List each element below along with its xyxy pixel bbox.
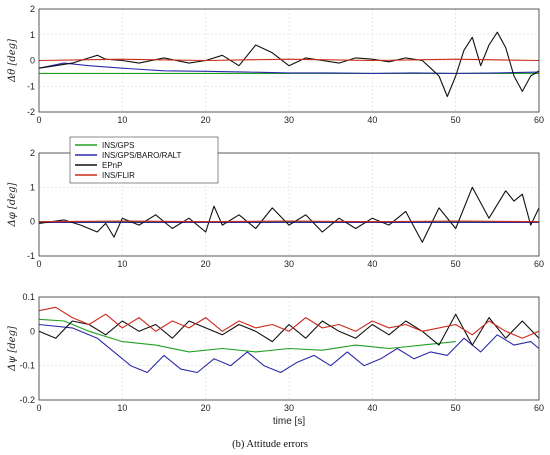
legend-entry: INS/GPS	[102, 141, 134, 150]
y-tick-label: -0.2	[19, 395, 35, 405]
x-tick-label: 20	[201, 259, 211, 269]
y-tick-label: -2	[27, 107, 35, 117]
series-line-ins-flir	[38, 58, 540, 62]
x-tick-label: 30	[284, 403, 294, 413]
x-tick-label: 50	[451, 115, 461, 125]
y-tick-label: 2	[30, 4, 35, 14]
x-tick-label: 0	[36, 115, 41, 125]
x-tick-label: 10	[117, 115, 127, 125]
series-line-ins-flir	[38, 306, 540, 339]
x-tick-label: 60	[534, 259, 544, 269]
x-tick-label: 50	[451, 259, 461, 269]
y-tick-label: 0	[30, 326, 35, 336]
x-tick-label: 0	[36, 403, 41, 413]
y-axis-label: Δψ [deg]	[7, 326, 18, 372]
y-tick-label: -1	[27, 251, 35, 261]
series-line-epnp	[38, 186, 540, 243]
y-axis-label: Δθ [deg]	[7, 39, 18, 83]
y-tick-label: -0.1	[19, 361, 35, 371]
y-axis-label: Δφ [deg]	[7, 182, 18, 227]
figure-caption: (b) Attitude errors	[232, 439, 308, 450]
x-tick-label: 20	[201, 403, 211, 413]
x-tick-label: 40	[367, 403, 377, 413]
y-tick-label: 0.1	[22, 292, 35, 302]
x-tick-label: 50	[451, 403, 461, 413]
axes-frame	[38, 296, 540, 401]
legend-entry: INS/GPS/BARO/RALT	[102, 151, 182, 160]
y-tick-label: 1	[30, 182, 35, 192]
y-tick-label: 0	[30, 217, 35, 227]
y-tick-label: 0	[30, 56, 35, 66]
axes-frame	[38, 152, 540, 257]
series-line-ins-gps	[38, 318, 456, 353]
x-tick-label: 20	[201, 115, 211, 125]
x-tick-label: 40	[367, 259, 377, 269]
x-tick-label: 60	[534, 115, 544, 125]
axes-frame	[38, 8, 540, 113]
x-tick-label: 60	[534, 403, 544, 413]
x-axis-label: time [s]	[273, 416, 305, 427]
x-tick-label: 30	[284, 115, 294, 125]
series-line-ins-flir	[38, 220, 540, 223]
series-line-epnp	[38, 313, 540, 346]
series-line-ins-gps-baro-ralt	[38, 62, 540, 74]
x-tick-label: 30	[284, 259, 294, 269]
x-tick-label: 10	[117, 403, 127, 413]
legend-entry: INS/FLIR	[102, 171, 135, 180]
series-line-ins-gps-baro-ralt	[38, 323, 540, 374]
y-tick-label: 2	[30, 148, 35, 158]
panel-1: 0 10 20 30 40 50 60 -2 -1 0 1 2 Δθ [deg]	[7, 4, 544, 125]
panel-3: 0 10 20 30 40 50 60 -0.2 -0.1 0 0.1 Δψ [deg] time [s…	[7, 292, 544, 427]
x-tick-label: 0	[36, 259, 41, 269]
x-tick-label: 40	[367, 115, 377, 125]
y-tick-label: -1	[27, 81, 35, 91]
legend-entry: EPnP	[102, 161, 122, 170]
y-tick-label: 1	[30, 30, 35, 40]
legend-box	[69, 136, 219, 184]
x-tick-label: 10	[117, 259, 127, 269]
